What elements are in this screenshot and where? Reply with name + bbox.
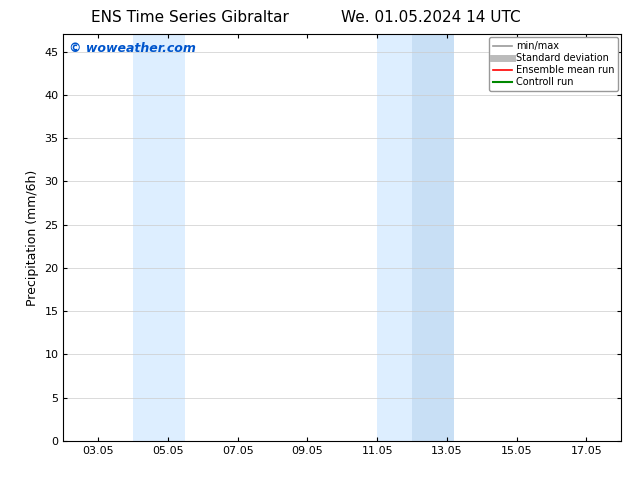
Y-axis label: Precipitation (mm/6h): Precipitation (mm/6h) [26,170,39,306]
Bar [412,34,454,441]
Text: ENS Time Series Gibraltar: ENS Time Series Gibraltar [91,10,289,25]
Legend: min/max, Standard deviation, Ensemble mean run, Controll run: min/max, Standard deviation, Ensemble me… [489,37,618,91]
Text: We. 01.05.2024 14 UTC: We. 01.05.2024 14 UTC [341,10,521,25]
Bar [377,34,412,441]
Bar [133,34,185,441]
Text: © woweather.com: © woweather.com [69,43,196,55]
